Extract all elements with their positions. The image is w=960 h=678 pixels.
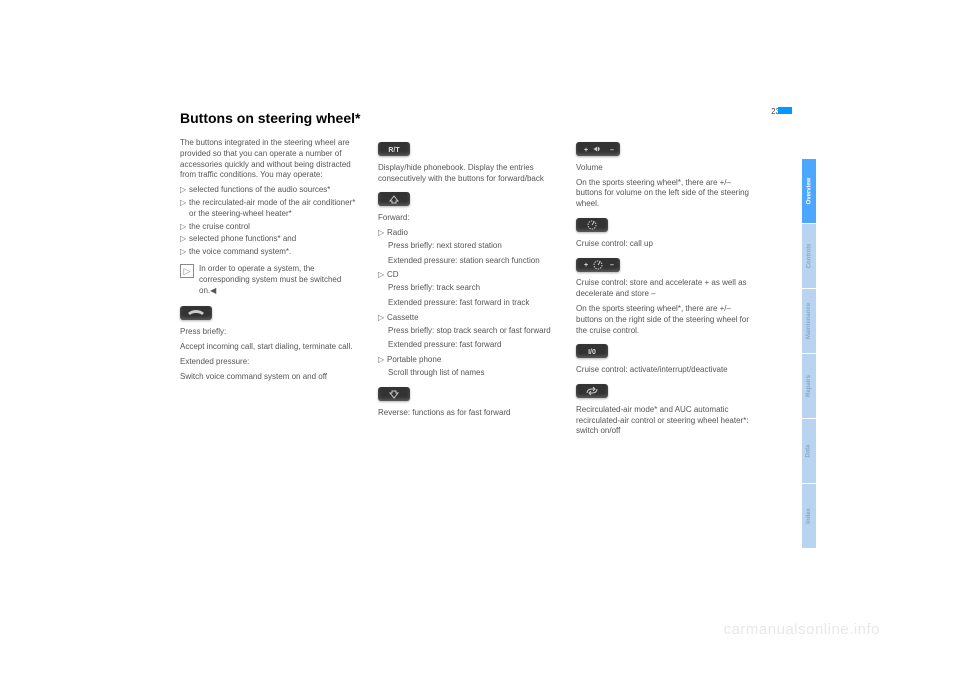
- reverse-text: Reverse: functions as for fast forward: [378, 408, 558, 419]
- column-3: +– Volume On the sports steering wheel*,…: [576, 138, 756, 441]
- svg-text:+: +: [584, 147, 588, 154]
- svg-text:R/T: R/T: [388, 147, 400, 154]
- page-title: Buttons on steering wheel*: [180, 110, 760, 126]
- note-text: In order to operate a system, the corres…: [199, 264, 360, 296]
- rt-description: Display/hide phonebook. Display the entr…: [378, 163, 558, 185]
- document-page: 23 Buttons on steering wheel* The button…: [180, 110, 760, 580]
- volume-desc: On the sports steering wheel*, there are…: [576, 178, 756, 210]
- tab-repairs[interactable]: Repairs: [802, 354, 816, 418]
- cruise-call-text: Cruise control: call up: [576, 239, 756, 250]
- cruise-call-icon: [576, 218, 608, 232]
- bullet-item: ▷selected phone functions* and: [180, 234, 360, 245]
- bullet-item: ▷CD: [378, 270, 558, 281]
- bullet-item: ▷Radio: [378, 228, 558, 239]
- phone-line1: Scroll through list of names: [378, 368, 558, 379]
- bullet-item: ▷the recirculated-air mode of the air co…: [180, 198, 360, 220]
- svg-text:–: –: [610, 147, 614, 154]
- recirc-icon: [576, 384, 608, 398]
- bullet-item: ▷Cassette: [378, 313, 558, 324]
- bullet-item: ▷selected functions of the audio sources…: [180, 185, 360, 196]
- extended-label: Extended pressure:: [180, 357, 360, 368]
- extended-text: Switch voice command system on and off: [180, 372, 360, 383]
- phone-button-icon: [180, 306, 212, 320]
- cassette-line2: Extended pressure: fast forward: [378, 340, 558, 351]
- cruise-activate-text: Cruise control: activate/interrupt/deact…: [576, 365, 756, 376]
- down-button-icon: [378, 387, 410, 401]
- content-columns: The buttons integrated in the steering w…: [180, 138, 760, 441]
- side-tabs: Overview Controls Maintenance Repairs Da…: [802, 159, 816, 549]
- svg-text:+: +: [584, 262, 588, 269]
- watermark: carmanualsonline.info: [724, 621, 880, 638]
- radio-line1: Press briefly: next stored station: [378, 241, 558, 252]
- tab-index[interactable]: Index: [802, 484, 816, 548]
- cd-line1: Press briefly: track search: [378, 283, 558, 294]
- volume-button-icon: +–: [576, 142, 620, 156]
- cruise-activate-icon: I/0: [576, 344, 608, 358]
- cruise-store-text2: On the sports steering wheel*, there are…: [576, 304, 756, 336]
- radio-line2: Extended pressure: station search functi…: [378, 256, 558, 267]
- rt-button-icon: R/T: [378, 142, 410, 156]
- cruise-store-text: Cruise control: store and accelerate + a…: [576, 278, 756, 300]
- volume-label: Volume: [576, 163, 756, 174]
- svg-text:–: –: [610, 262, 614, 269]
- bullet-item: ▷Portable phone: [378, 355, 558, 366]
- note-box: ▷ In order to operate a system, the corr…: [180, 264, 360, 296]
- bullet-item: ▷the cruise control: [180, 222, 360, 233]
- cruise-store-icon: +–: [576, 258, 620, 272]
- cd-line2: Extended pressure: fast forward in track: [378, 298, 558, 309]
- press-briefly-text: Accept incoming call, start dialing, ter…: [180, 342, 360, 353]
- column-1: The buttons integrated in the steering w…: [180, 138, 360, 441]
- svg-text:I/0: I/0: [588, 349, 596, 356]
- cassette-line1: Press briefly: stop track search or fast…: [378, 326, 558, 337]
- intro-text: The buttons integrated in the steering w…: [180, 138, 360, 181]
- tab-overview[interactable]: Overview: [802, 159, 816, 223]
- column-2: R/T Display/hide phonebook. Display the …: [378, 138, 558, 441]
- bullet-item: ▷the voice command system*.: [180, 247, 360, 258]
- up-button-icon: [378, 192, 410, 206]
- tab-controls[interactable]: Controls: [802, 224, 816, 288]
- tab-maintenance[interactable]: Maintenance: [802, 289, 816, 353]
- accent-bar: [778, 107, 792, 114]
- recirc-text: Recirculated-air mode* and AUC automatic…: [576, 405, 756, 437]
- tab-data[interactable]: Data: [802, 419, 816, 483]
- press-briefly-label: Press briefly:: [180, 327, 360, 338]
- forward-label: Forward:: [378, 213, 558, 224]
- note-icon: ▷: [180, 264, 194, 278]
